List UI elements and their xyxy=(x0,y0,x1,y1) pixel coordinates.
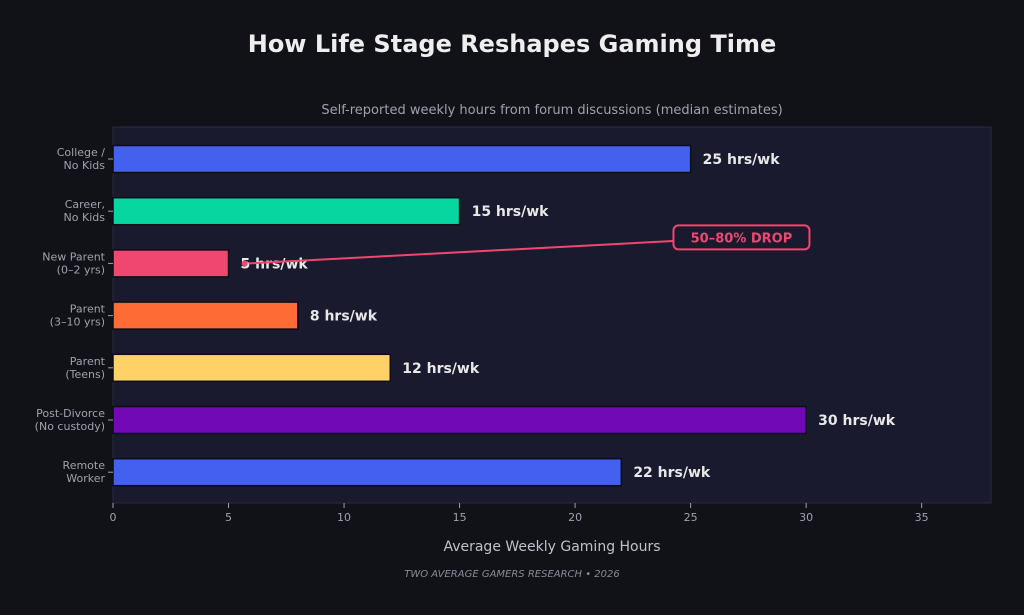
value-label: 15 hrs/wk xyxy=(472,204,550,220)
bar xyxy=(112,405,807,435)
x-tick-label: 35 xyxy=(915,511,929,524)
x-tick-label: 10 xyxy=(337,511,351,524)
y-tick-label: Post-Divorce (No custody) xyxy=(35,407,106,433)
annotation-arrow-head xyxy=(241,260,248,267)
x-axis: 0 5 10 15 20 25 30 35 xyxy=(110,503,929,524)
value-label: 22 hrs/wk xyxy=(633,465,711,481)
x-tick-label: 25 xyxy=(684,511,698,524)
chart-subtitle: Self-reported weekly hours from forum di… xyxy=(321,103,782,118)
x-tick-label: 20 xyxy=(568,511,582,524)
bar xyxy=(112,144,692,174)
bar xyxy=(112,196,461,226)
bar xyxy=(112,249,230,278)
value-label: 8 hrs/wk xyxy=(310,309,378,325)
bar-series xyxy=(112,144,807,487)
x-tick-label: 15 xyxy=(453,511,467,524)
bar xyxy=(112,353,392,383)
annotation-label: 50–80% DROP xyxy=(691,231,793,246)
value-label: 5 hrs/wk xyxy=(241,256,309,272)
annotation-box xyxy=(672,224,811,251)
value-labels: 25 hrs/wk 15 hrs/wk 5 hrs/wk 8 hrs/wk 12 hrs… xyxy=(241,152,896,481)
annotation: 50–80% DROP xyxy=(241,224,811,267)
y-tick-label: New Parent (0–2 yrs) xyxy=(42,250,105,276)
x-tick-label: 5 xyxy=(225,511,232,524)
bar xyxy=(112,301,299,330)
x-axis-label: Average Weekly Gaming Hours xyxy=(443,539,660,555)
value-label: 12 hrs/wk xyxy=(402,361,480,377)
y-axis: College / No Kids Career, No Kids New Parent… xyxy=(35,146,113,485)
y-tick-label: Parent (Teens) xyxy=(65,355,105,381)
y-tick-label: College / No Kids xyxy=(57,146,106,172)
chart-title: How Life Stage Reshapes Gaming Time xyxy=(248,30,777,58)
annotation-arrow xyxy=(248,236,742,265)
value-label: 25 hrs/wk xyxy=(703,152,781,168)
bar xyxy=(112,457,623,487)
x-tick-label: 0 xyxy=(110,511,117,524)
x-tick-label: 30 xyxy=(799,511,813,524)
y-tick-label: Career, No Kids xyxy=(64,198,106,224)
y-tick-label: Remote Worker xyxy=(63,459,106,485)
value-label: 30 hrs/wk xyxy=(818,413,896,429)
y-tick-label: Parent (3–10 yrs) xyxy=(50,303,106,329)
chart-footer: TWO AVERAGE GAMERS RESEARCH • 2026 xyxy=(404,569,620,580)
